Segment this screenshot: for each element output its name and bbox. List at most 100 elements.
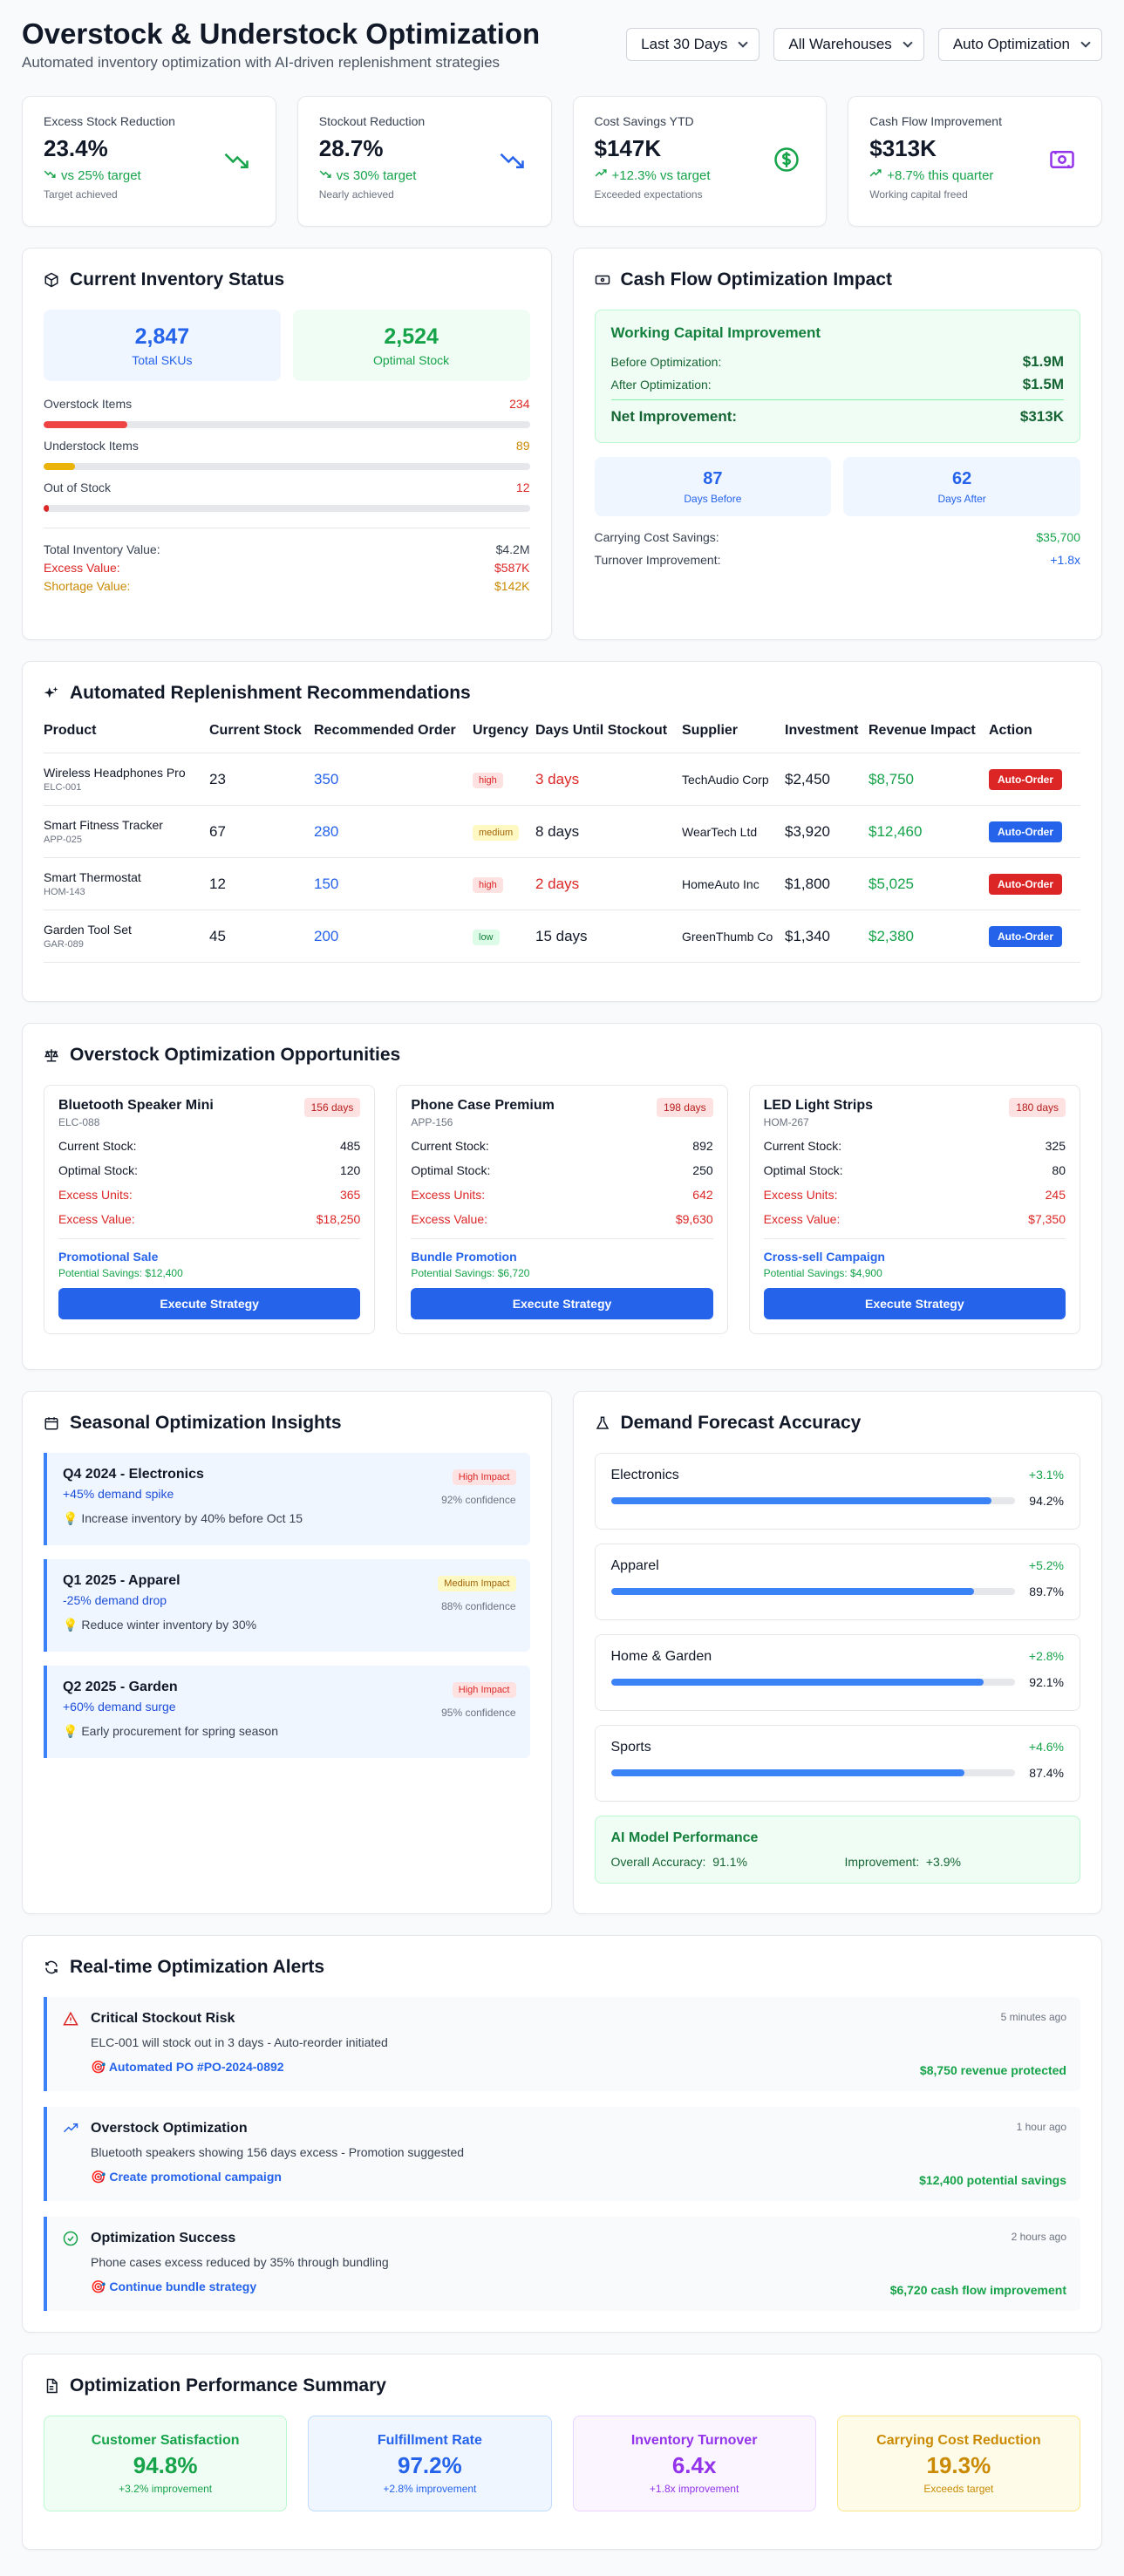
strategy-name: Cross-sell Campaign (763, 1250, 885, 1264)
column-header: Product (44, 723, 209, 753)
kpi-note: Nearly achieved (318, 188, 394, 201)
flask-icon (595, 1415, 610, 1431)
column-header: Recommended Order (314, 723, 473, 753)
kpi-card: Stockout Reduction 28.7% vs 30% target N… (296, 96, 552, 227)
auto-order-button[interactable]: Auto-Order (989, 873, 1062, 895)
kpi-card: Cash Flow Improvement $313K +8.7% this q… (848, 96, 1102, 227)
trend-down-icon (497, 145, 527, 174)
summary-metric: Fulfillment Rate 97.2% +2.8% improvement (308, 2416, 552, 2511)
strategy-name: Promotional Sale (58, 1250, 159, 1264)
kpi-delta: vs 25% target (44, 167, 255, 183)
seasonal-insight: Q1 2025 - Apparel -25% demand drop 💡 Red… (44, 1559, 530, 1652)
product-name: Smart Fitness Tracker (44, 818, 163, 832)
sparkles-icon (44, 685, 59, 701)
warehouse-select[interactable]: All Warehouses (773, 28, 924, 61)
urgency-badge: low (473, 930, 500, 945)
alert-triangle-icon (63, 2011, 78, 2031)
trend-down-icon (221, 145, 251, 174)
alert-item: Optimization Success Phone cases excess … (44, 2217, 1080, 2311)
kpi-delta: vs 30% target (319, 167, 530, 183)
date-range-select[interactable]: Last 30 Days (626, 28, 760, 61)
kpi-value: 28.7% (318, 135, 384, 161)
cash-flow-card: Cash Flow Optimization Impact Working Ca… (572, 248, 1102, 640)
summary-metric: Customer Satisfaction 94.8% +3.2% improv… (44, 2416, 288, 2511)
table-row: Garden Tool Set GAR-089 45 200 low 15 day… (44, 910, 1080, 963)
column-header: Investment (785, 723, 869, 753)
column-header: Urgency (473, 723, 535, 753)
product-name: Garden Tool Set (44, 923, 132, 937)
table-row: Wireless Headphones Pro ELC-001 23 350 hi… (44, 753, 1080, 806)
table-row: Smart Thermostat HOM-143 12 150 high 2 da… (44, 857, 1080, 910)
optimization-mode-select[interactable]: Auto Optimization (937, 28, 1102, 61)
seasonal-card: Seasonal Optimization Insights Q4 2024 -… (22, 1391, 552, 1914)
column-header: Action (989, 723, 1080, 753)
execute-strategy-button[interactable]: Execute Strategy (411, 1288, 713, 1319)
days-badge: 180 days (1009, 1098, 1066, 1117)
kpi-title: Cost Savings YTD (594, 114, 694, 128)
execute-strategy-button[interactable]: Execute Strategy (763, 1288, 1066, 1319)
ai-model-performance: AI Model Performance Overall Accuracy: 9… (594, 1816, 1080, 1884)
cash-icon (1047, 145, 1077, 174)
target-icon: 🎯 (91, 2170, 106, 2184)
refresh-icon (44, 1959, 59, 1975)
lightbulb-icon: 💡 (63, 1724, 78, 1738)
overstock-card: Overstock Optimization Opportunities Blu… (22, 1023, 1102, 1370)
days-badge: 198 days (656, 1098, 713, 1117)
product-name: Wireless Headphones Pro (44, 766, 186, 780)
days-badge: 156 days (303, 1098, 361, 1117)
kpi-card: Cost Savings YTD $147K +12.3% vs target … (572, 96, 828, 227)
scale-icon (44, 1047, 59, 1063)
trend-icon (595, 167, 607, 183)
inventory-total-line: Shortage Value: $142K (44, 579, 530, 593)
overstock-item-card: Bluetooth Speaker Mini ELC-088 156 days Cu… (44, 1085, 376, 1334)
alert-item: Overstock Optimization Bluetooth speaker… (44, 2107, 1080, 2201)
lightbulb-icon: 💡 (63, 1511, 78, 1525)
seasonal-insight: Q2 2025 - Garden +60% demand surge 💡 Ear… (44, 1666, 530, 1758)
days-before-box: 87 Days Before (594, 457, 832, 516)
auto-order-button[interactable]: Auto-Order (989, 821, 1062, 842)
kpi-note: Working capital freed (869, 188, 968, 201)
forecast-item: Home & Garden +2.8% 92.1% (594, 1634, 1080, 1711)
alerts-card: Real-time Optimization Alerts Critical S… (22, 1935, 1102, 2333)
urgency-badge: high (473, 773, 503, 788)
kpi-note: Exceeded expectations (594, 188, 703, 201)
alert-action-link[interactable]: 🎯 Create promotional campaign (91, 2170, 282, 2184)
replenishment-table: Product Current Stock Recommended Order Urg… (44, 723, 1080, 963)
trend-icon (44, 167, 56, 183)
document-icon (44, 2378, 59, 2394)
page-subtitle: Automated inventory optimization with AI… (22, 54, 501, 71)
inventory-bar: Out of Stock 12 (44, 480, 530, 512)
kpi-title: Stockout Reduction (318, 114, 426, 128)
optimal-stock-box: 2,524 Optimal Stock (292, 310, 530, 381)
urgency-badge: medium (473, 825, 520, 841)
auto-order-button[interactable]: Auto-Order (989, 768, 1062, 790)
auto-order-button[interactable]: Auto-Order (989, 925, 1062, 947)
summary-metric: Inventory Turnover 6.4x +1.8x improvemen… (572, 2416, 816, 2511)
column-header: Days Until Stockout (535, 723, 682, 753)
trend-icon (319, 167, 331, 183)
replenishment-card: Automated Replenishment Recommendations … (22, 661, 1102, 1002)
strategy-name: Bundle Promotion (411, 1250, 517, 1264)
product-code: APP-025 (44, 835, 83, 845)
impact-badge: Medium Impact (438, 1576, 516, 1591)
alert-action-link[interactable]: 🎯 Continue bundle strategy (91, 2280, 257, 2293)
kpi-title: Cash Flow Improvement (869, 114, 1002, 128)
product-code: HOM-143 (44, 887, 85, 897)
check-circle-icon (63, 2231, 78, 2251)
working-capital-box: Working Capital Improvement Before Optim… (594, 310, 1080, 443)
target-icon: 🎯 (91, 2280, 106, 2293)
column-header: Revenue Impact (869, 723, 989, 753)
inventory-status-card: Current Inventory Status 2,847 Total SKUs… (22, 248, 552, 640)
alert-action-link[interactable]: 🎯 Automated PO #PO-2024-0892 (91, 2060, 284, 2074)
alert-item: Critical Stockout Risk ELC-001 will stoc… (44, 1997, 1080, 2091)
impact-badge: High Impact (452, 1469, 516, 1485)
performance-summary-card: Optimization Performance Summary Custome… (22, 2354, 1102, 2550)
cash-icon (595, 272, 610, 288)
kpi-card: Excess Stock Reduction 23.4% vs 25% targ… (22, 96, 276, 227)
product-code: ELC-001 (44, 782, 82, 793)
product-code: GAR-089 (44, 939, 84, 950)
table-row: Smart Fitness Tracker APP-025 67 280 medi… (44, 805, 1080, 858)
execute-strategy-button[interactable]: Execute Strategy (58, 1288, 361, 1319)
seasonal-insight: Q4 2024 - Electronics +45% demand spike … (44, 1453, 530, 1545)
forecast-item: Electronics +3.1% 94.2% (594, 1453, 1080, 1530)
